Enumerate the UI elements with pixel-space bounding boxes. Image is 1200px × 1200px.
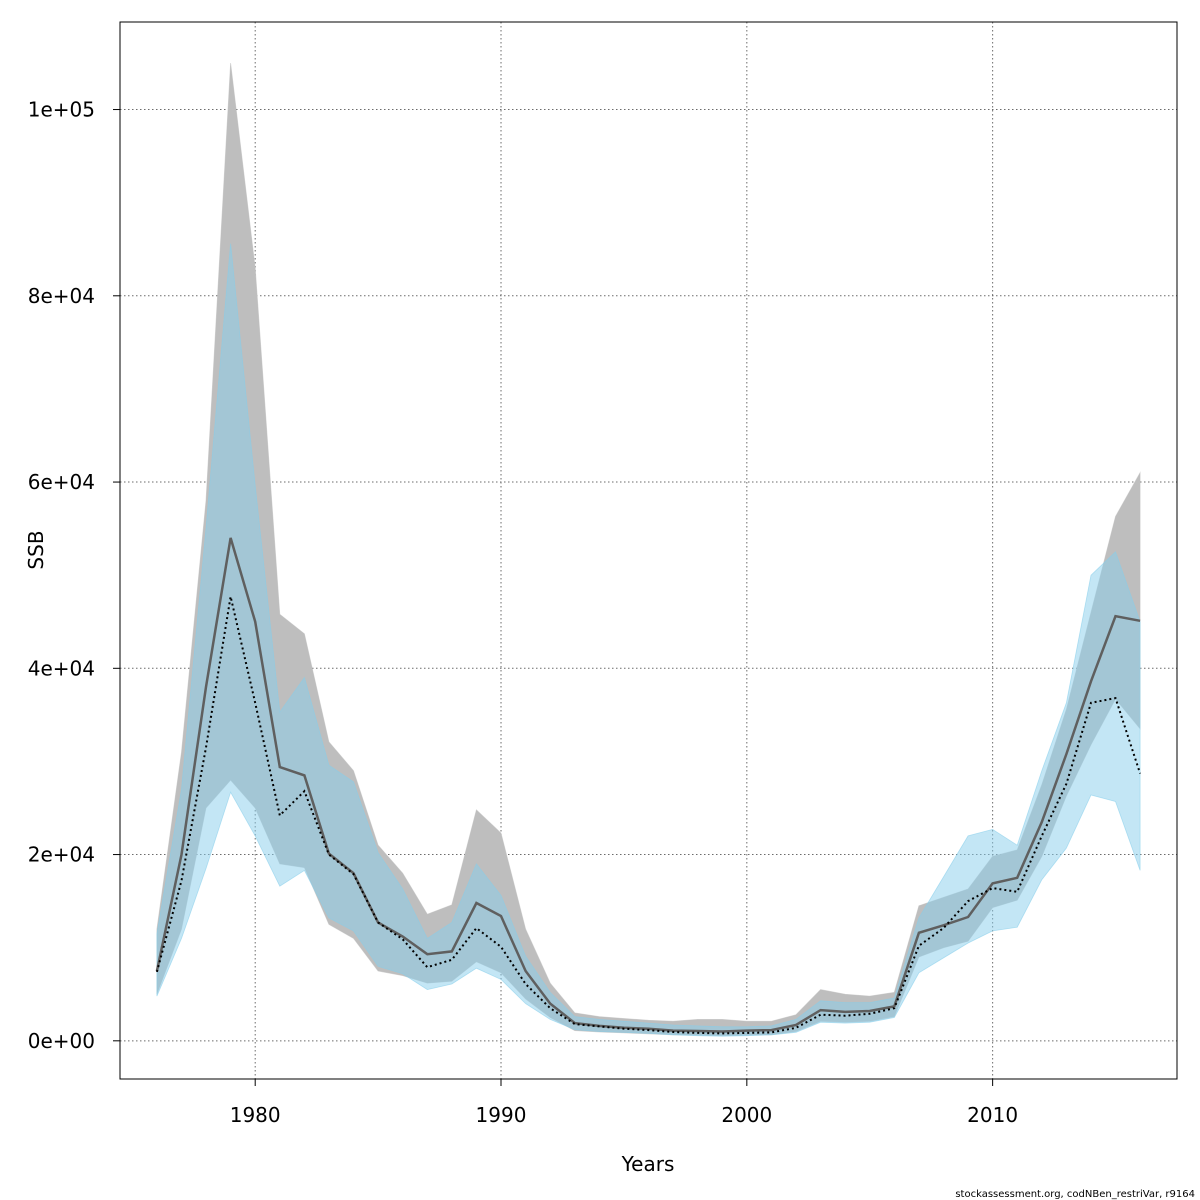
series-lines — [155, 537, 1142, 1035]
confidence-band-2 — [156, 243, 1141, 1037]
y-tick-label: 4e+04 — [28, 656, 95, 680]
y-tick-label: 0e+00 — [28, 1029, 95, 1053]
y-axis: 0e+00 2e+04 4e+04 6e+04 8e+04 1e+05 — [28, 98, 120, 1053]
confidence-bands — [156, 62, 1141, 1037]
series-line-1 — [155, 537, 1141, 1033]
series-line-2 — [155, 596, 1142, 1035]
y-tick-label: 6e+04 — [28, 470, 95, 494]
x-axis-title: Years — [621, 1152, 675, 1176]
x-tick-label: 1980 — [230, 1103, 281, 1127]
y-tick-label: 1e+05 — [28, 98, 95, 122]
y-tick-label: 2e+04 — [28, 843, 95, 867]
x-tick-label: 1990 — [476, 1103, 527, 1127]
x-axis: 1980 1990 2000 2010 — [230, 1079, 1018, 1127]
plot-frame — [119, 21, 1178, 1080]
y-axis-title: SSB — [24, 530, 48, 569]
grid — [120, 22, 1177, 1079]
footer-credit: stockassessment.org, codNBen_restriVar, … — [955, 1189, 1195, 1200]
x-tick-label: 2010 — [967, 1103, 1018, 1127]
x-tick-label: 2000 — [721, 1103, 772, 1127]
y-tick-label: 8e+04 — [28, 284, 95, 308]
